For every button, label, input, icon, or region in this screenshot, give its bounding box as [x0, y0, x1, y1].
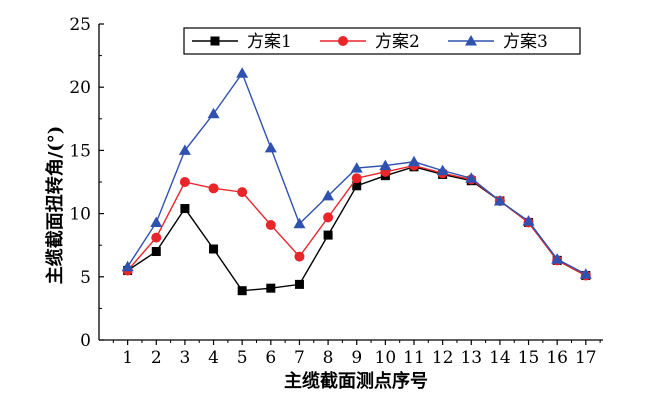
data-point — [266, 283, 276, 293]
data-point — [150, 216, 163, 227]
data-point — [493, 194, 506, 206]
data-point — [237, 286, 247, 296]
x-tick-label: 10 — [375, 348, 397, 368]
data-point — [264, 141, 277, 153]
data-point — [293, 217, 306, 229]
data-point — [179, 177, 190, 187]
y-tick-label: 5 — [80, 268, 91, 288]
legend-marker — [210, 36, 220, 46]
legend-marker — [465, 35, 477, 46]
data-point — [551, 253, 564, 264]
data-point — [465, 172, 478, 183]
y-tick-label: 25 — [69, 15, 91, 35]
x-tick-label: 17 — [575, 348, 597, 368]
data-point — [379, 159, 392, 171]
y-axis-title: 主缆截面扭转角/(°) — [44, 126, 66, 285]
x-tick-label: 1 — [122, 348, 133, 368]
data-point — [207, 107, 220, 119]
x-tick-label: 3 — [179, 348, 190, 368]
data-point — [294, 279, 304, 289]
series-layer — [121, 67, 592, 296]
data-point — [180, 204, 190, 214]
x-tick-label: 9 — [351, 348, 362, 368]
data-point — [408, 155, 420, 167]
legend-marker — [338, 36, 348, 46]
x-axis-title: 主缆截面测点序号 — [284, 370, 428, 392]
legend-label: 方案3 — [503, 32, 548, 52]
x-tick-label: 8 — [323, 348, 334, 368]
x-tick-label: 7 — [294, 348, 305, 368]
x-tick-label: 2 — [151, 348, 162, 368]
legend-label: 方案2 — [375, 32, 420, 52]
legend-label: 方案1 — [247, 32, 292, 52]
data-point — [351, 173, 362, 184]
x-tick-label: 11 — [403, 348, 425, 368]
x-tick-label: 12 — [432, 348, 454, 368]
data-point — [322, 189, 335, 201]
y-tick-label: 0 — [80, 331, 91, 351]
x-tick-label: 15 — [518, 348, 540, 368]
data-point — [323, 230, 333, 240]
legend: 方案1 方案2 方案3 — [183, 27, 581, 55]
data-point — [237, 187, 248, 198]
data-point — [236, 67, 249, 78]
x-tick-label: 16 — [546, 348, 568, 368]
y-tick-label: 20 — [69, 78, 91, 98]
data-point — [352, 181, 362, 191]
legend-box — [183, 27, 581, 55]
data-point — [178, 144, 191, 155]
x-tick-label: 4 — [208, 348, 219, 368]
y-tick-label: 15 — [69, 141, 91, 161]
y-tick-label: 10 — [69, 205, 91, 225]
x-tick-label: 5 — [237, 348, 248, 368]
data-point — [579, 268, 592, 279]
data-point — [265, 219, 276, 230]
data-point — [151, 247, 161, 257]
x-tick-label: 14 — [489, 348, 511, 368]
data-point — [208, 183, 219, 194]
data-point — [151, 232, 162, 243]
series-3 — [121, 67, 592, 279]
data-point — [436, 164, 449, 176]
data-point — [294, 251, 305, 262]
data-point — [209, 244, 219, 254]
data-point — [121, 260, 134, 272]
x-tick-label: 6 — [265, 348, 276, 368]
data-point — [323, 212, 334, 223]
x-tick-label: 13 — [460, 348, 482, 368]
data-point — [522, 215, 535, 226]
data-point — [350, 162, 363, 173]
